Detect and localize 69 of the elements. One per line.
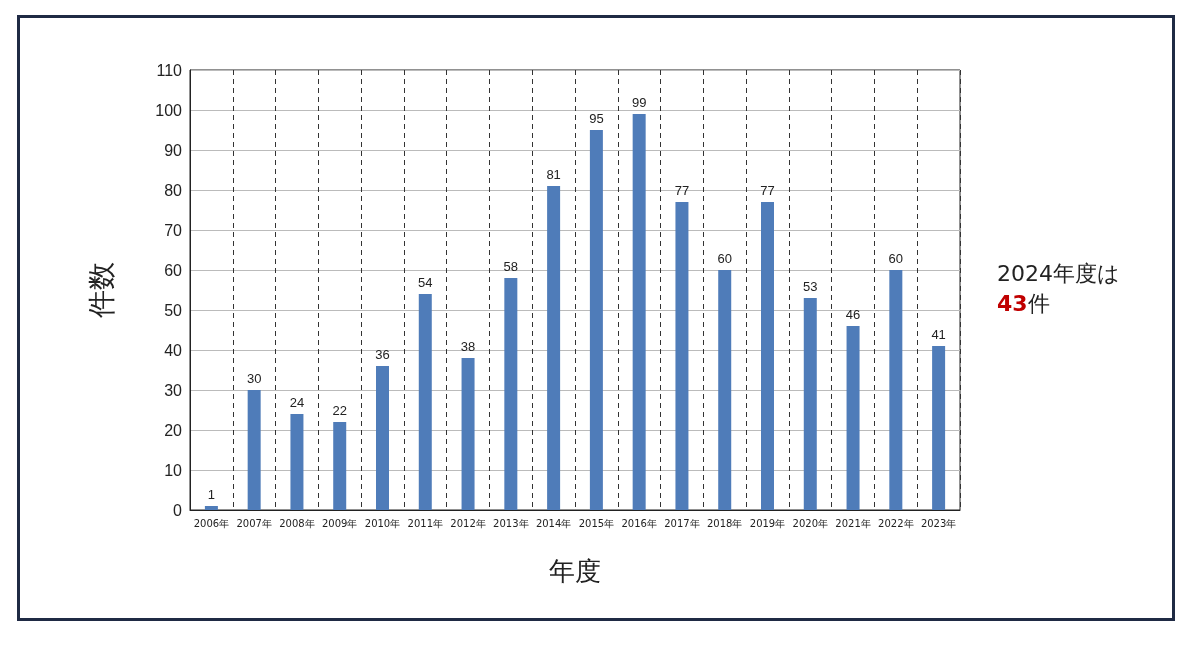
y-axis-title: 件数	[84, 262, 118, 318]
bar	[675, 202, 689, 510]
bar	[718, 270, 732, 510]
bar	[504, 278, 518, 510]
y-tick-label: 50	[164, 301, 183, 319]
x-tick-label: 2023年	[920, 517, 957, 529]
data-label: 95	[589, 111, 604, 126]
bar	[290, 414, 304, 510]
y-tick-label: 110	[156, 61, 183, 79]
data-label: 60	[888, 251, 904, 266]
y-tick-label: 10	[164, 461, 183, 479]
y-tick-label: 20	[164, 421, 183, 439]
bar	[333, 422, 347, 510]
bar	[803, 298, 817, 510]
data-label: 58	[503, 259, 519, 274]
bar	[418, 294, 432, 510]
y-tick-label: 90	[164, 141, 183, 159]
x-tick-label: 2010年	[364, 517, 401, 529]
data-label: 22	[332, 403, 347, 418]
x-axis-title: 年度	[549, 556, 601, 586]
y-tick-label: 30	[164, 381, 183, 399]
y-tick-label: 60	[164, 261, 183, 279]
y-tick-label: 80	[164, 181, 183, 199]
bar	[204, 506, 218, 510]
bar	[461, 358, 475, 510]
data-label: 38	[460, 339, 476, 354]
y-tick-label: 70	[164, 221, 183, 239]
data-label: 54	[418, 275, 433, 290]
data-label: 30	[246, 371, 262, 386]
text: 2024年度は43件	[997, 260, 1120, 316]
bar	[547, 186, 561, 510]
data-label: 53	[803, 279, 818, 294]
data-label: 41	[931, 327, 946, 342]
x-tick-label: 2019年	[749, 517, 786, 529]
x-tick-label: 2011年	[407, 517, 443, 529]
bar	[932, 346, 946, 510]
bar	[632, 114, 646, 510]
bar	[761, 202, 774, 510]
data-label: 60	[717, 251, 732, 266]
y-tick-label: 0	[173, 501, 183, 519]
data-label: 81	[546, 167, 561, 182]
bar	[846, 326, 860, 510]
x-tick-label: 2022年	[878, 517, 914, 529]
x-tick-label: 2017年	[664, 517, 700, 529]
x-tick-label: 2020年	[792, 517, 828, 529]
x-tick-label: 2008年	[279, 517, 315, 529]
x-tick-label: 2006年	[193, 517, 230, 529]
bar	[376, 366, 389, 510]
data-label: 46	[845, 307, 861, 322]
x-tick-label: 2012年	[450, 517, 486, 529]
data-label: 36	[375, 347, 390, 362]
x-tick-label: 2014年	[535, 517, 572, 529]
data-label: 1	[207, 487, 216, 502]
bar	[589, 130, 603, 510]
x-tick-label: 2016年	[621, 517, 657, 529]
x-tick-label: 2009年	[322, 517, 358, 529]
data-label: 99	[631, 95, 647, 110]
data-label: 77	[760, 183, 775, 198]
x-tick-label: 2013年	[493, 517, 529, 529]
bar	[247, 390, 261, 510]
x-tick-label: 2007年	[236, 517, 272, 529]
data-label: 77	[674, 183, 690, 198]
data-label: 24	[289, 395, 305, 410]
y-tick-label: 100	[155, 101, 183, 119]
x-tick-label: 2021年	[835, 517, 871, 529]
y-tick-label: 40	[164, 341, 183, 359]
x-tick-label: 2015年	[578, 517, 615, 529]
bar	[889, 270, 903, 510]
x-tick-label: 2018年	[707, 517, 743, 529]
